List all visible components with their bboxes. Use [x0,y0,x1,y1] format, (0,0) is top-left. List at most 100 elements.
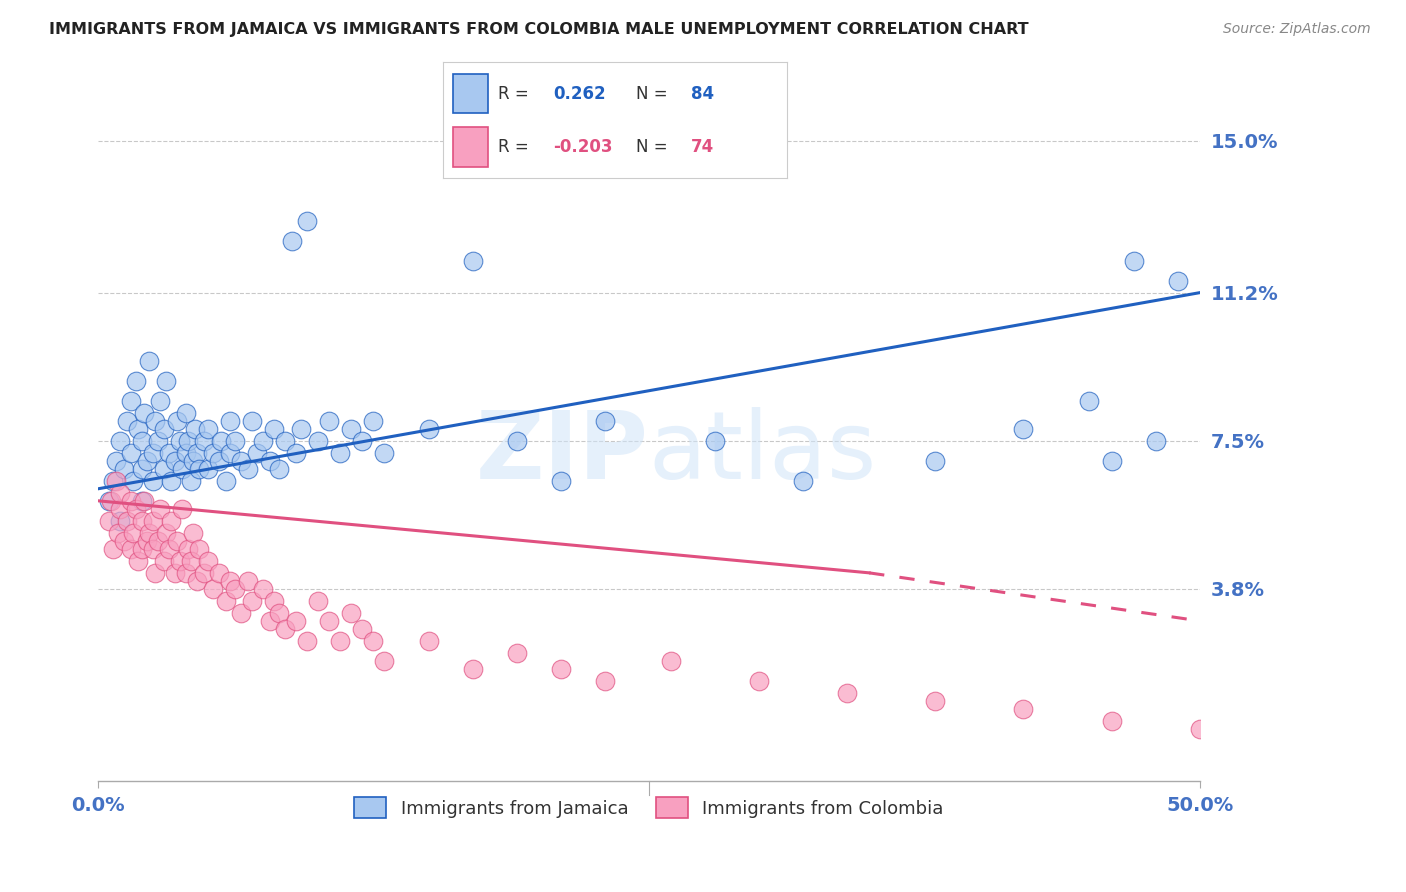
Point [267,606,290,620]
Point [281,234,304,248]
Point [146,434,169,448]
Point [231,606,253,620]
Point [1101,454,1123,468]
Point [236,462,259,476]
Point [120,393,142,408]
Point [180,474,202,488]
Point [418,633,440,648]
Point [155,525,177,540]
Point [174,566,197,580]
Point [224,434,246,448]
Point [186,446,208,460]
Point [174,446,197,460]
Point [209,434,232,448]
Text: R =: R = [498,138,529,156]
Point [124,501,146,516]
Point [1122,253,1144,268]
Text: N =: N = [636,85,668,103]
Point [550,474,572,488]
Point [131,541,153,556]
Point [138,353,160,368]
Point [219,574,242,588]
Point [290,422,312,436]
Point [193,434,215,448]
Point [143,566,166,580]
Point [134,406,156,420]
Point [186,574,208,588]
Point [181,454,204,468]
Point [98,514,121,528]
Point [157,446,180,460]
Point [122,474,145,488]
Point [267,462,290,476]
Point [104,474,127,488]
Point [170,462,193,476]
Point [114,462,136,476]
Point [135,454,157,468]
Point [108,434,131,448]
Point [108,501,131,516]
Point [134,493,156,508]
Point [550,662,572,676]
Point [153,554,176,568]
Point [108,485,131,500]
Point [142,541,165,556]
Point [252,434,274,448]
Point [263,422,285,436]
Point [169,554,191,568]
Point [107,525,129,540]
Point [792,474,814,488]
Point [188,541,211,556]
Point [108,514,131,528]
Point [127,422,149,436]
Point [307,594,329,608]
Point [135,533,157,548]
Point [259,614,281,628]
Point [131,514,153,528]
Point [363,633,385,648]
Point [103,541,125,556]
Point [373,446,395,460]
Point [352,434,374,448]
Point [159,514,181,528]
Point [115,414,138,428]
Point [114,533,136,548]
Point [181,525,204,540]
Point [461,253,484,268]
Point [924,694,946,708]
Point [505,434,527,448]
Text: IMMIGRANTS FROM JAMAICA VS IMMIGRANTS FROM COLOMBIA MALE UNEMPLOYMENT CORRELATIO: IMMIGRANTS FROM JAMAICA VS IMMIGRANTS FR… [49,22,1029,37]
Point [120,541,142,556]
Point [149,501,172,516]
Point [98,493,121,508]
Text: atlas: atlas [648,408,877,500]
Point [153,462,176,476]
Point [297,633,319,648]
Point [224,582,246,596]
Point [149,393,172,408]
Point [165,454,187,468]
Point [180,554,202,568]
Point [363,414,385,428]
Point [373,654,395,668]
Point [263,594,285,608]
Point [1012,702,1035,716]
Point [329,446,352,460]
Text: 0.262: 0.262 [553,85,606,103]
Point [340,422,363,436]
Point [505,646,527,660]
Point [170,501,193,516]
Point [461,662,484,676]
Point [285,614,308,628]
Point [246,446,269,460]
Point [120,446,142,460]
Point [166,414,188,428]
Point [142,446,165,460]
Point [201,446,224,460]
Point [166,533,188,548]
Point [201,582,224,596]
Point [1012,422,1035,436]
Point [318,614,340,628]
Point [1144,434,1167,448]
Point [142,474,165,488]
